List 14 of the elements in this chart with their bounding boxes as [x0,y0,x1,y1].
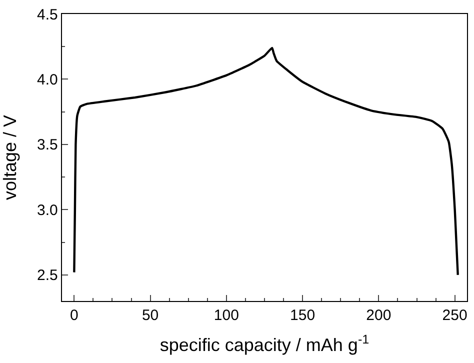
x-tick-label: 150 [290,307,316,324]
x-tick-label: 50 [142,307,159,324]
y-tick-label: 4.0 [37,71,58,88]
x-axis-title: specific capacity / mAh g$^{-1}$ [160,332,370,356]
y-tick-label: 3.0 [37,202,58,219]
y-tick-label: 4.5 [37,6,58,24]
x-tick-label: 100 [214,307,239,324]
line-series [73,46,459,276]
x-tick-label: 0 [70,307,78,324]
x-tick-label: 200 [366,307,392,324]
y-axis-title: voltage / V [0,114,20,200]
y-tick-label: 2.5 [37,267,58,284]
x-tick-label: 250 [442,307,468,324]
y-tick-label: 3.5 [37,136,58,154]
